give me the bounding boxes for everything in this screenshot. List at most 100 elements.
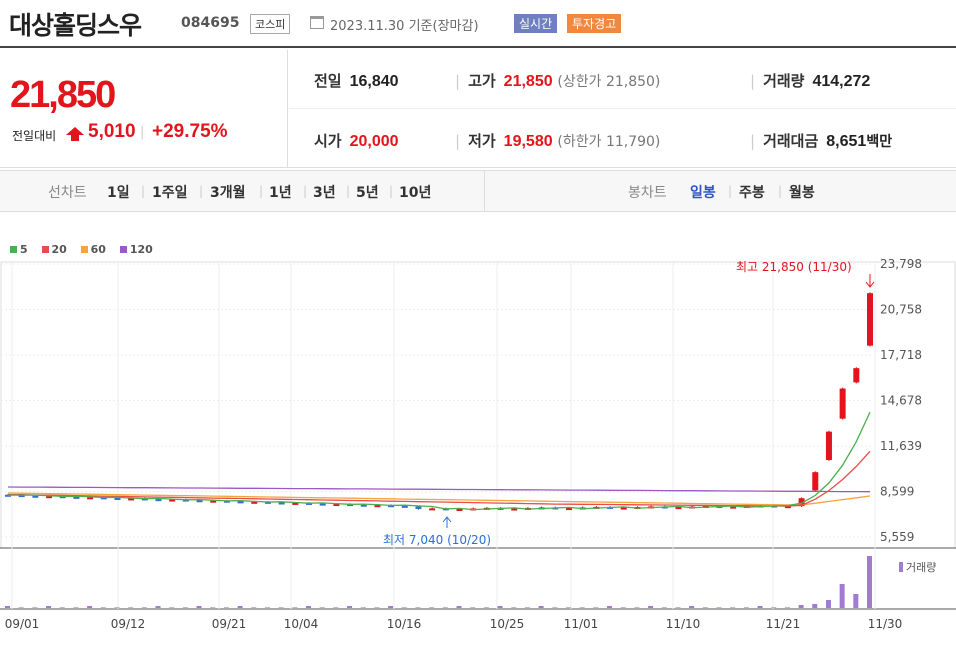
x-tick-label: 11/30 [868,617,903,631]
volume-bar [32,607,38,608]
volume-label: 거래량 [906,561,936,574]
candle [237,501,244,504]
volume-bar [319,607,325,608]
volume-bar [798,605,804,608]
y-tick-label: 8,599 [880,484,914,498]
volume-bar [456,606,462,608]
x-tick-label: 10/16 [387,617,422,631]
x-tick-label: 11/21 [766,617,801,631]
candle [169,499,176,502]
volume-bar [716,607,722,608]
volume-bar [251,607,257,608]
legend-ma5: 5 [10,243,28,256]
candle [429,508,436,511]
volume-bar [87,606,93,608]
change-rate: +29.75% [152,121,228,142]
volume-bar [497,606,503,608]
candle [251,501,258,504]
volume-bar [757,606,763,608]
candle [456,509,463,512]
volume-bar [73,607,79,608]
volume-bar [169,607,175,608]
volume-bar [196,606,202,608]
candle-chart-label: 봉차트 [628,185,667,201]
candle [730,506,737,509]
candle [675,507,682,510]
high-price: | 고가 21,850 (상한가 21,850) [455,72,661,90]
tab-weekly[interactable]: 주봉 [739,185,765,201]
tab-3m[interactable]: 3개월 [210,185,246,201]
volume-bar [429,607,435,608]
stock-name: 대상홀딩스우 [9,11,142,40]
tab-daily[interactable]: 일봉 [690,185,716,201]
candle [319,503,326,506]
volume-bar [278,607,284,608]
realtime-button[interactable]: 실시간 [514,14,558,33]
volume-bar [689,606,695,608]
volume-bar [839,584,845,608]
volume-bar [5,606,10,608]
volume-bar [292,607,298,608]
tab-1y[interactable]: 1년 [269,185,292,201]
high-arrow-icon [865,274,875,288]
volume-bar [511,607,517,608]
high-annotation: 최고 21,850 (11/30) [736,260,852,274]
y-tick-label: 17,718 [880,348,922,362]
tab-1w[interactable]: 1주일 [152,185,188,201]
volume-bar [182,607,188,608]
tab-10y[interactable]: 10년 [399,185,432,201]
volume-bar [620,607,626,608]
candle [867,293,873,346]
volume-bar [552,607,558,608]
volume-bar [771,607,777,608]
ma120-line [7,486,871,493]
volume-bar [730,607,736,608]
candle [5,494,11,497]
volume-bar [812,604,818,608]
volume-bar [237,606,243,608]
low-price: | 저가 19,580 (하한가 11,790) [455,132,661,150]
volume-bar [743,607,749,608]
volume-bar [867,556,872,608]
volume-bar [306,606,312,608]
stock-header: 대상홀딩스우 084695 코스피 2023.11.30 기준(장마감) 실시간… [0,0,956,48]
candle [100,497,107,500]
candle [87,497,94,500]
volume-legend-swatch [899,562,903,572]
y-tick-label: 23,798 [880,257,922,271]
change-label: 전일대비 [12,129,57,143]
candle [59,496,66,499]
y-tick-label: 5,559 [880,530,914,544]
x-tick-label: 10/04 [284,617,319,631]
volume-bar [634,607,640,608]
volume-bar [128,607,134,608]
candle [306,502,313,505]
price-plot-frame [0,261,956,549]
volume-bar [702,607,708,608]
volume: | 거래량 414,272 [750,72,871,90]
quote-date: 2023.11.30 기준(장마감) [330,19,479,34]
candle [784,506,791,509]
quote-panel: 21,850 전일대비 5,010 | +29.75% 전일 16,840 | 고가… [0,50,956,168]
candle [223,500,230,503]
chart-tabs: 선차트 1일 | 1주일 | 3개월 | 1년 | 3년 | 5년 | 10년 … [0,170,956,212]
volume-bar [114,607,120,608]
volume-bar [675,607,681,608]
volume-bar [264,607,270,608]
x-tick-label: 09/12 [111,617,146,631]
tab-5y[interactable]: 5년 [356,185,379,201]
prev-close: 전일 16,840 [314,72,399,90]
volume-bar [415,607,421,608]
tab-1d[interactable]: 1일 [107,185,130,201]
volume-bar [347,606,353,608]
open-price: 시가 20,000 [314,132,399,150]
volume-bar [333,607,339,608]
legend-ma60: 60 [80,243,106,256]
tab-3y[interactable]: 3년 [313,185,336,201]
ma-legend: 5 20 60 120 [10,243,163,256]
candle [18,495,25,498]
legend-ma20: 20 [41,243,67,256]
investment-warning-badge: 투자경고 [567,14,622,33]
tab-monthly[interactable]: 월봉 [789,185,815,201]
